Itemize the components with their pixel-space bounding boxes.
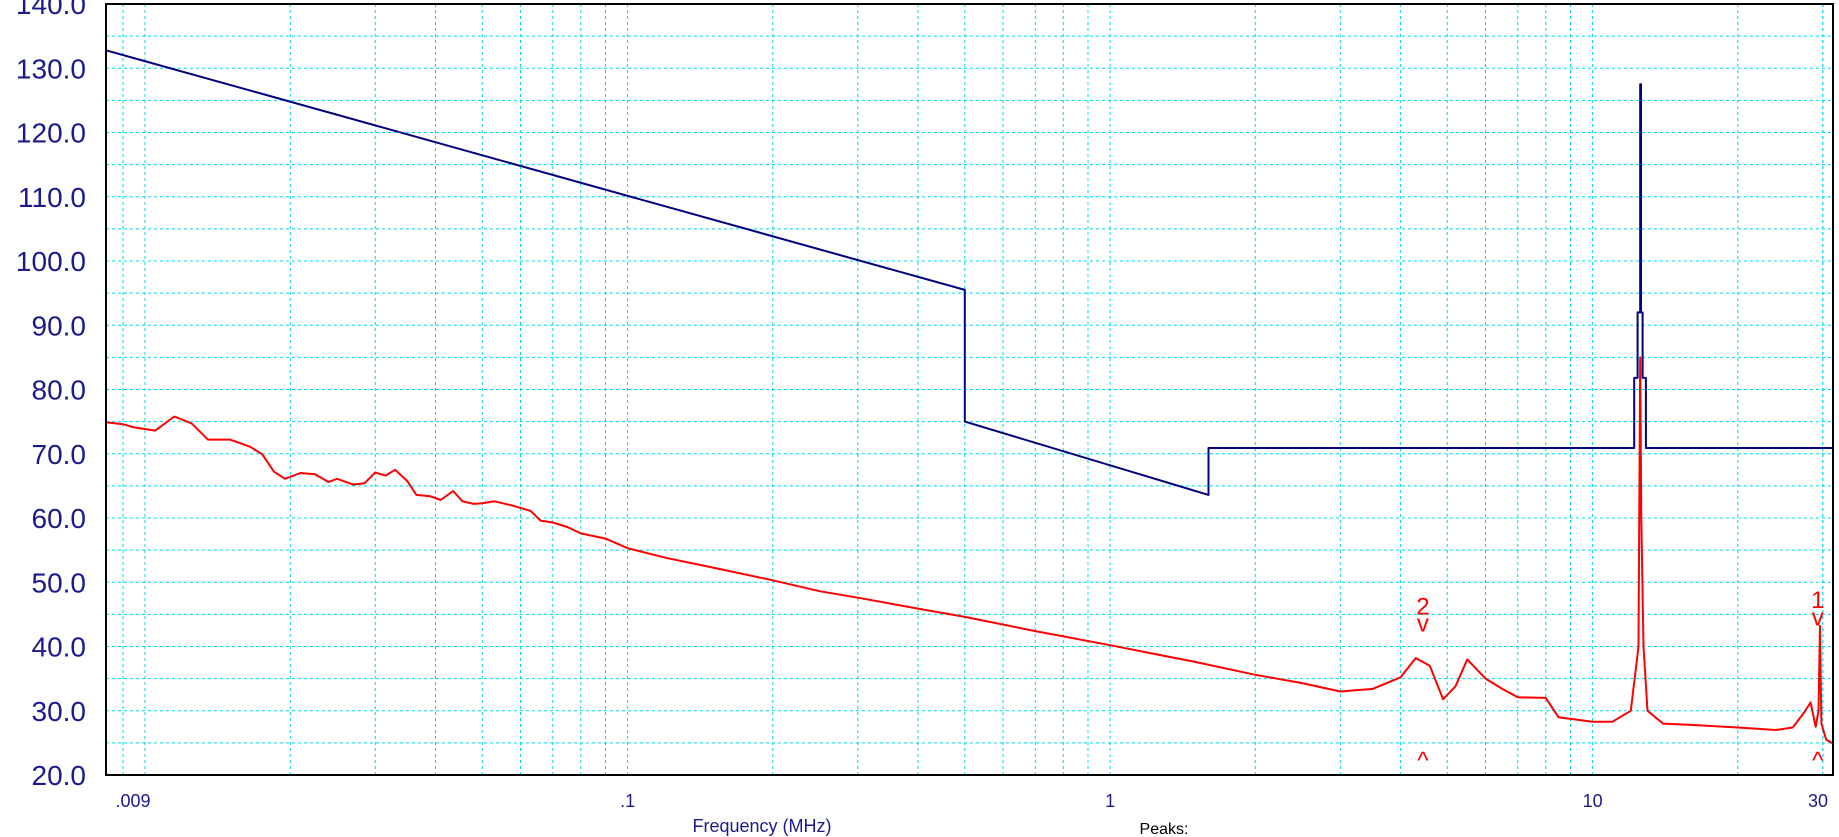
y-tick-label: 40.0 (32, 632, 87, 663)
y-tick-label: 130.0 (16, 53, 86, 84)
y-tick-label: 100.0 (16, 246, 86, 277)
grid (106, 3, 1833, 776)
peak-marker: 2 (1416, 593, 1429, 620)
series-layer (105, 49, 1834, 745)
y-tick-label: 60.0 (32, 503, 87, 534)
x-axis-tick-labels: .009 .1 1 10 30 (115, 791, 1828, 811)
y-tick-label: 30.0 (32, 696, 87, 727)
measurement-series (105, 356, 1834, 745)
x-tick-label: 10 (1583, 791, 1603, 811)
y-tick-label: 20.0 (32, 760, 87, 791)
limit-line-series (105, 49, 1833, 496)
peak-marker: v (1417, 611, 1429, 638)
x-tick-label: .1 (620, 791, 635, 811)
y-tick-label: 70.0 (32, 439, 87, 470)
y-tick-label: 50.0 (32, 567, 87, 598)
y-tick-label: 140.0 (16, 0, 86, 20)
annotation-layer: 2v^1v^ (1416, 587, 1824, 775)
x-tick-label: 30 (1808, 791, 1828, 811)
peaks-label: Peaks: (1140, 821, 1189, 837)
plot-frame (105, 3, 1834, 776)
peak-marker: v (1812, 604, 1824, 631)
y-tick-label: 80.0 (32, 375, 87, 406)
peak-marker: 1 (1811, 587, 1824, 614)
peak-marker: ^ (1417, 748, 1429, 775)
y-tick-label: 120.0 (16, 118, 86, 149)
x-tick-label: 1 (1105, 791, 1115, 811)
y-tick-label: 110.0 (18, 182, 86, 213)
y-axis-tick-labels: 20.0 30.0 40.0 50.0 60.0 70.0 80.0 90.0 100.0 110… (16, 0, 86, 791)
x-axis-label: Frequency (MHz) (692, 816, 831, 836)
peak-marker: ^ (1812, 748, 1824, 775)
x-tick-label: .009 (115, 791, 150, 811)
y-tick-label: 90.0 (32, 310, 87, 341)
